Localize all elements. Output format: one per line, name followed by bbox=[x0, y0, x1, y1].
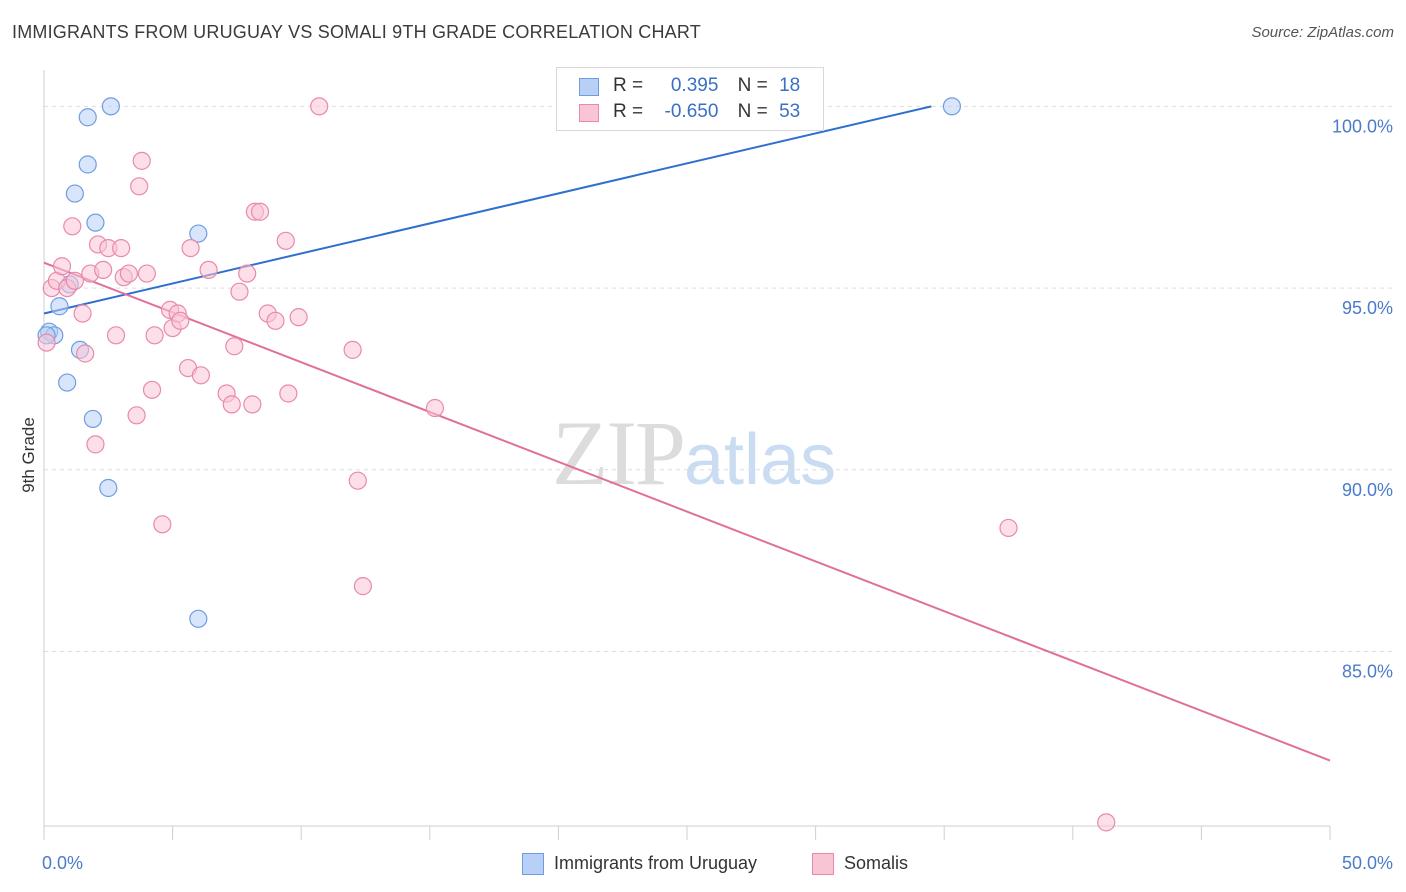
point-uruguay bbox=[101, 97, 120, 116]
point-somalis bbox=[222, 395, 241, 414]
point-somalis bbox=[137, 264, 156, 283]
point-somalis bbox=[106, 326, 126, 345]
point-somalis bbox=[243, 395, 262, 414]
point-somalis bbox=[76, 344, 95, 363]
point-somalis bbox=[310, 97, 329, 116]
point-somalis bbox=[65, 271, 84, 290]
point-somalis bbox=[52, 257, 72, 276]
n-value: 18 bbox=[779, 75, 801, 96]
point-somalis bbox=[276, 231, 295, 250]
point-somalis bbox=[289, 308, 308, 327]
point-somalis bbox=[181, 238, 200, 258]
point-somalis bbox=[86, 435, 105, 454]
point-somalis bbox=[63, 217, 82, 236]
point-somalis bbox=[343, 340, 362, 359]
r-value: -0.650 bbox=[664, 101, 719, 122]
tick-labels: 85.0% 90.0% 95.0% 100.0% 0.0% 50.0% bbox=[42, 116, 1393, 873]
legend-label-uruguay: Immigrants from Uruguay bbox=[554, 853, 758, 873]
point-uruguay bbox=[58, 373, 77, 392]
point-somalis bbox=[250, 202, 270, 221]
chart-title: IMMIGRANTS FROM URUGUAY VS SOMALI 9TH GR… bbox=[12, 22, 701, 42]
point-somalis bbox=[127, 406, 146, 425]
y-tick-label: 95.0% bbox=[1342, 298, 1393, 318]
r-label: R = bbox=[613, 75, 644, 96]
n-value: 53 bbox=[779, 101, 801, 122]
point-somalis bbox=[145, 326, 164, 345]
point-uruguay bbox=[86, 213, 105, 232]
point-somalis bbox=[425, 398, 445, 418]
point-somalis bbox=[171, 311, 190, 330]
source-label: Source: ZipAtlas.com bbox=[1251, 24, 1394, 41]
point-uruguay bbox=[942, 97, 962, 116]
legend-label-somalis: Somalis bbox=[844, 853, 909, 873]
legend-swatch-uruguay bbox=[579, 78, 599, 96]
correlation-legend: R = 0.395 N = 18 R = -0.650 N = 53 bbox=[556, 67, 824, 131]
gridlines bbox=[44, 105, 1395, 653]
axes bbox=[43, 70, 1331, 840]
trend-lines bbox=[43, 105, 1331, 762]
point-uruguay bbox=[83, 409, 102, 429]
point-somalis bbox=[130, 177, 149, 196]
point-somalis bbox=[94, 260, 113, 280]
point-uruguay bbox=[189, 224, 208, 243]
r-label: R = bbox=[613, 101, 644, 122]
x-tick-label: 50.0% bbox=[1342, 853, 1393, 873]
trend-line-uruguay bbox=[43, 105, 932, 315]
point-somalis bbox=[238, 264, 257, 283]
series-legend: Immigrants from Uruguay Somalis bbox=[0, 852, 1406, 878]
point-somalis bbox=[266, 311, 285, 330]
point-somalis bbox=[37, 333, 56, 352]
y-tick-label: 85.0% bbox=[1342, 662, 1393, 682]
point-somalis bbox=[1097, 813, 1116, 832]
point-somalis bbox=[348, 471, 367, 490]
legend-swatch-uruguay bbox=[522, 853, 544, 875]
point-somalis bbox=[119, 264, 138, 283]
point-somalis bbox=[199, 260, 218, 280]
point-somalis bbox=[230, 282, 249, 301]
n-label: N = bbox=[737, 75, 768, 96]
point-somalis bbox=[153, 515, 172, 534]
legend-swatch-somalis bbox=[579, 104, 599, 122]
point-uruguay bbox=[65, 184, 84, 203]
legend-swatch-somalis bbox=[812, 853, 834, 875]
point-uruguay bbox=[99, 478, 118, 498]
point-uruguay bbox=[50, 297, 69, 316]
point-somalis bbox=[279, 384, 298, 403]
y-tick-label: 90.0% bbox=[1342, 480, 1393, 500]
y-axis-title: 9th Grade bbox=[19, 417, 38, 493]
trend-line-somalis bbox=[43, 261, 1331, 762]
n-label: N = bbox=[737, 101, 768, 122]
point-somalis bbox=[353, 577, 373, 596]
point-somalis bbox=[191, 366, 210, 385]
r-value: 0.395 bbox=[670, 75, 719, 96]
point-somalis bbox=[999, 518, 1018, 538]
y-tick-label: 100.0% bbox=[1332, 116, 1393, 136]
point-somalis bbox=[225, 337, 244, 356]
point-somalis bbox=[112, 238, 131, 258]
point-somalis bbox=[142, 380, 162, 399]
x-tick-label: 0.0% bbox=[42, 853, 83, 873]
point-somalis bbox=[132, 151, 151, 170]
point-uruguay bbox=[189, 609, 208, 628]
data-points bbox=[37, 97, 1116, 832]
point-somalis bbox=[73, 304, 92, 323]
point-uruguay bbox=[78, 155, 97, 174]
point-uruguay bbox=[78, 108, 97, 127]
